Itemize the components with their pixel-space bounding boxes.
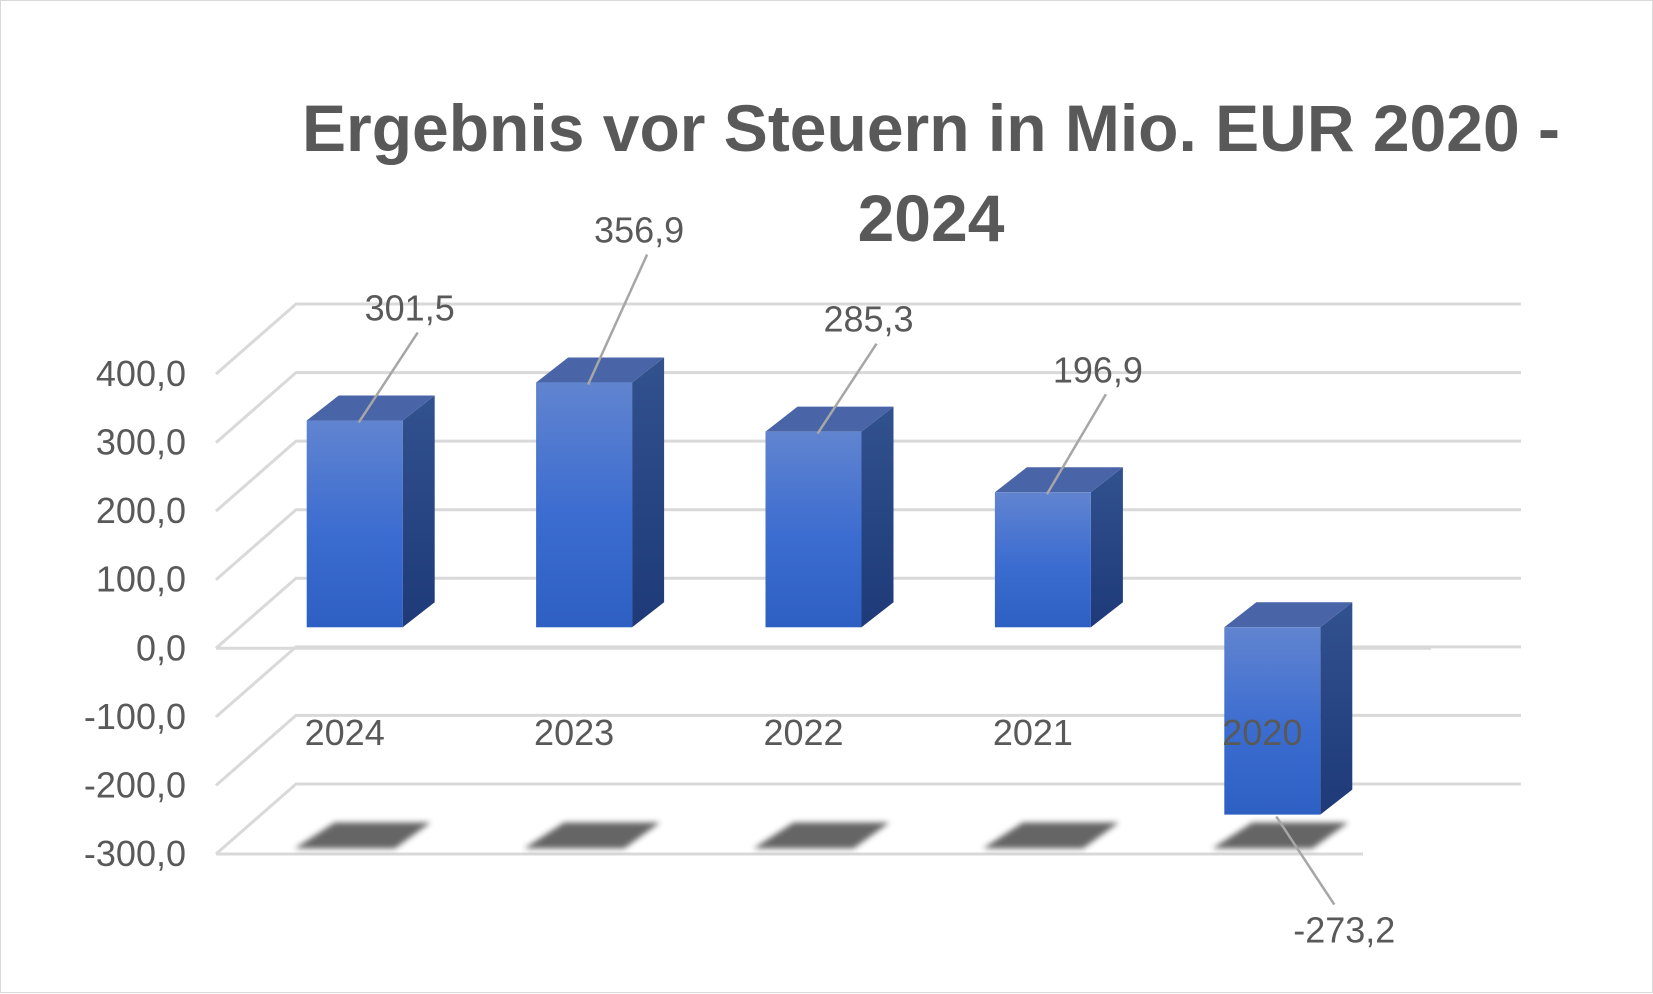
bar-side-face bbox=[1090, 467, 1123, 628]
chart-title: Ergebnis vor Steuern in Mio. EUR 2020 - … bbox=[302, 91, 1560, 255]
data-label: 301,5 bbox=[365, 288, 455, 329]
bar-top-face bbox=[306, 395, 435, 421]
bar-front-face bbox=[536, 382, 633, 628]
x-category-label: 2022 bbox=[763, 712, 843, 753]
gridline bbox=[215, 782, 1521, 856]
x-category-label: 2024 bbox=[305, 712, 385, 753]
bar-front-face bbox=[765, 431, 862, 628]
bar-floor-shadow bbox=[753, 822, 890, 849]
data-label-leader bbox=[1045, 393, 1107, 495]
data-label: 356,9 bbox=[594, 210, 684, 251]
bar-front-face bbox=[994, 492, 1091, 628]
data-label-leader bbox=[586, 254, 649, 386]
data-label: 196,9 bbox=[1053, 349, 1143, 390]
gridline bbox=[215, 713, 1521, 787]
bar-side-face bbox=[632, 357, 665, 628]
x-category-label: 2021 bbox=[993, 712, 1073, 753]
x-category-label: 2020 bbox=[1222, 712, 1302, 753]
data-label-leader bbox=[357, 331, 419, 424]
bar-top-face bbox=[1224, 602, 1353, 628]
bar-floor-shadow bbox=[524, 822, 661, 849]
bar-front-face bbox=[1224, 627, 1321, 815]
bar-top-face bbox=[765, 406, 894, 432]
data-label: -273,2 bbox=[1293, 910, 1395, 951]
bar-side-face bbox=[861, 406, 894, 628]
y-tick-label: 300,0 bbox=[96, 422, 186, 463]
bar-front-face bbox=[306, 420, 403, 628]
y-tick-label: 200,0 bbox=[96, 490, 186, 531]
y-tick-label: 0,0 bbox=[136, 627, 186, 668]
bar bbox=[765, 406, 894, 628]
bar-floor-shadow bbox=[294, 822, 431, 849]
bar bbox=[994, 467, 1123, 628]
bar bbox=[306, 395, 435, 628]
y-tick-label: 100,0 bbox=[96, 559, 186, 600]
gridline bbox=[215, 439, 1521, 513]
x-category-label: 2023 bbox=[534, 712, 614, 753]
gridline bbox=[215, 302, 1521, 376]
bar-top-face bbox=[536, 357, 665, 383]
data-label: 285,3 bbox=[823, 299, 913, 340]
bar-floor-shadow bbox=[982, 822, 1119, 849]
y-tick-label: 400,0 bbox=[96, 353, 186, 394]
data-label-leader bbox=[1275, 815, 1336, 906]
y-tick-label: -300,0 bbox=[84, 833, 186, 874]
y-tick-label: -200,0 bbox=[84, 764, 186, 805]
gridline bbox=[215, 371, 1521, 444]
bar bbox=[1224, 602, 1353, 815]
bar-side-face bbox=[402, 395, 435, 628]
bar-side-face bbox=[1320, 602, 1353, 815]
bar-top-face bbox=[994, 467, 1123, 493]
bar-floor-shadow bbox=[1212, 822, 1349, 849]
y-tick-label: -100,0 bbox=[84, 696, 186, 737]
bar bbox=[536, 357, 665, 628]
data-label-leader bbox=[816, 342, 878, 435]
